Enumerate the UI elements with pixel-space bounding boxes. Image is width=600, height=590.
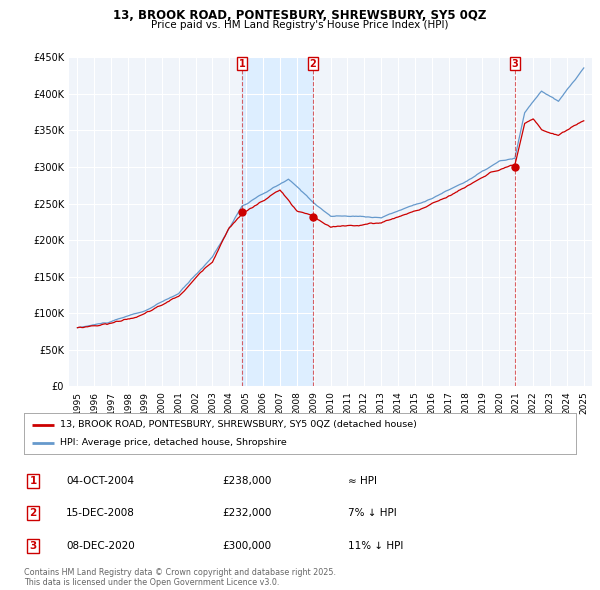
Text: 13, BROOK ROAD, PONTESBURY, SHREWSBURY, SY5 0QZ: 13, BROOK ROAD, PONTESBURY, SHREWSBURY, … bbox=[113, 9, 487, 22]
Text: 15-DEC-2008: 15-DEC-2008 bbox=[66, 509, 135, 518]
Text: HPI: Average price, detached house, Shropshire: HPI: Average price, detached house, Shro… bbox=[60, 438, 287, 447]
Text: £232,000: £232,000 bbox=[222, 509, 271, 518]
Text: 3: 3 bbox=[29, 541, 37, 550]
Text: 13, BROOK ROAD, PONTESBURY, SHREWSBURY, SY5 0QZ (detached house): 13, BROOK ROAD, PONTESBURY, SHREWSBURY, … bbox=[60, 420, 417, 429]
Text: 1: 1 bbox=[239, 59, 245, 69]
Text: 04-OCT-2004: 04-OCT-2004 bbox=[66, 476, 134, 486]
Text: 7% ↓ HPI: 7% ↓ HPI bbox=[348, 509, 397, 518]
Bar bbox=[242, 57, 313, 386]
Text: 1: 1 bbox=[29, 476, 37, 486]
Text: Contains HM Land Registry data © Crown copyright and database right 2025.
This d: Contains HM Land Registry data © Crown c… bbox=[24, 568, 336, 587]
Text: ≈ HPI: ≈ HPI bbox=[348, 476, 377, 486]
Text: £300,000: £300,000 bbox=[222, 541, 271, 550]
Text: £238,000: £238,000 bbox=[222, 476, 271, 486]
Text: 11% ↓ HPI: 11% ↓ HPI bbox=[348, 541, 403, 550]
Text: 3: 3 bbox=[511, 59, 518, 69]
Text: 2: 2 bbox=[29, 509, 37, 518]
Text: Price paid vs. HM Land Registry's House Price Index (HPI): Price paid vs. HM Land Registry's House … bbox=[151, 20, 449, 30]
Text: 2: 2 bbox=[310, 59, 316, 69]
Text: 08-DEC-2020: 08-DEC-2020 bbox=[66, 541, 135, 550]
